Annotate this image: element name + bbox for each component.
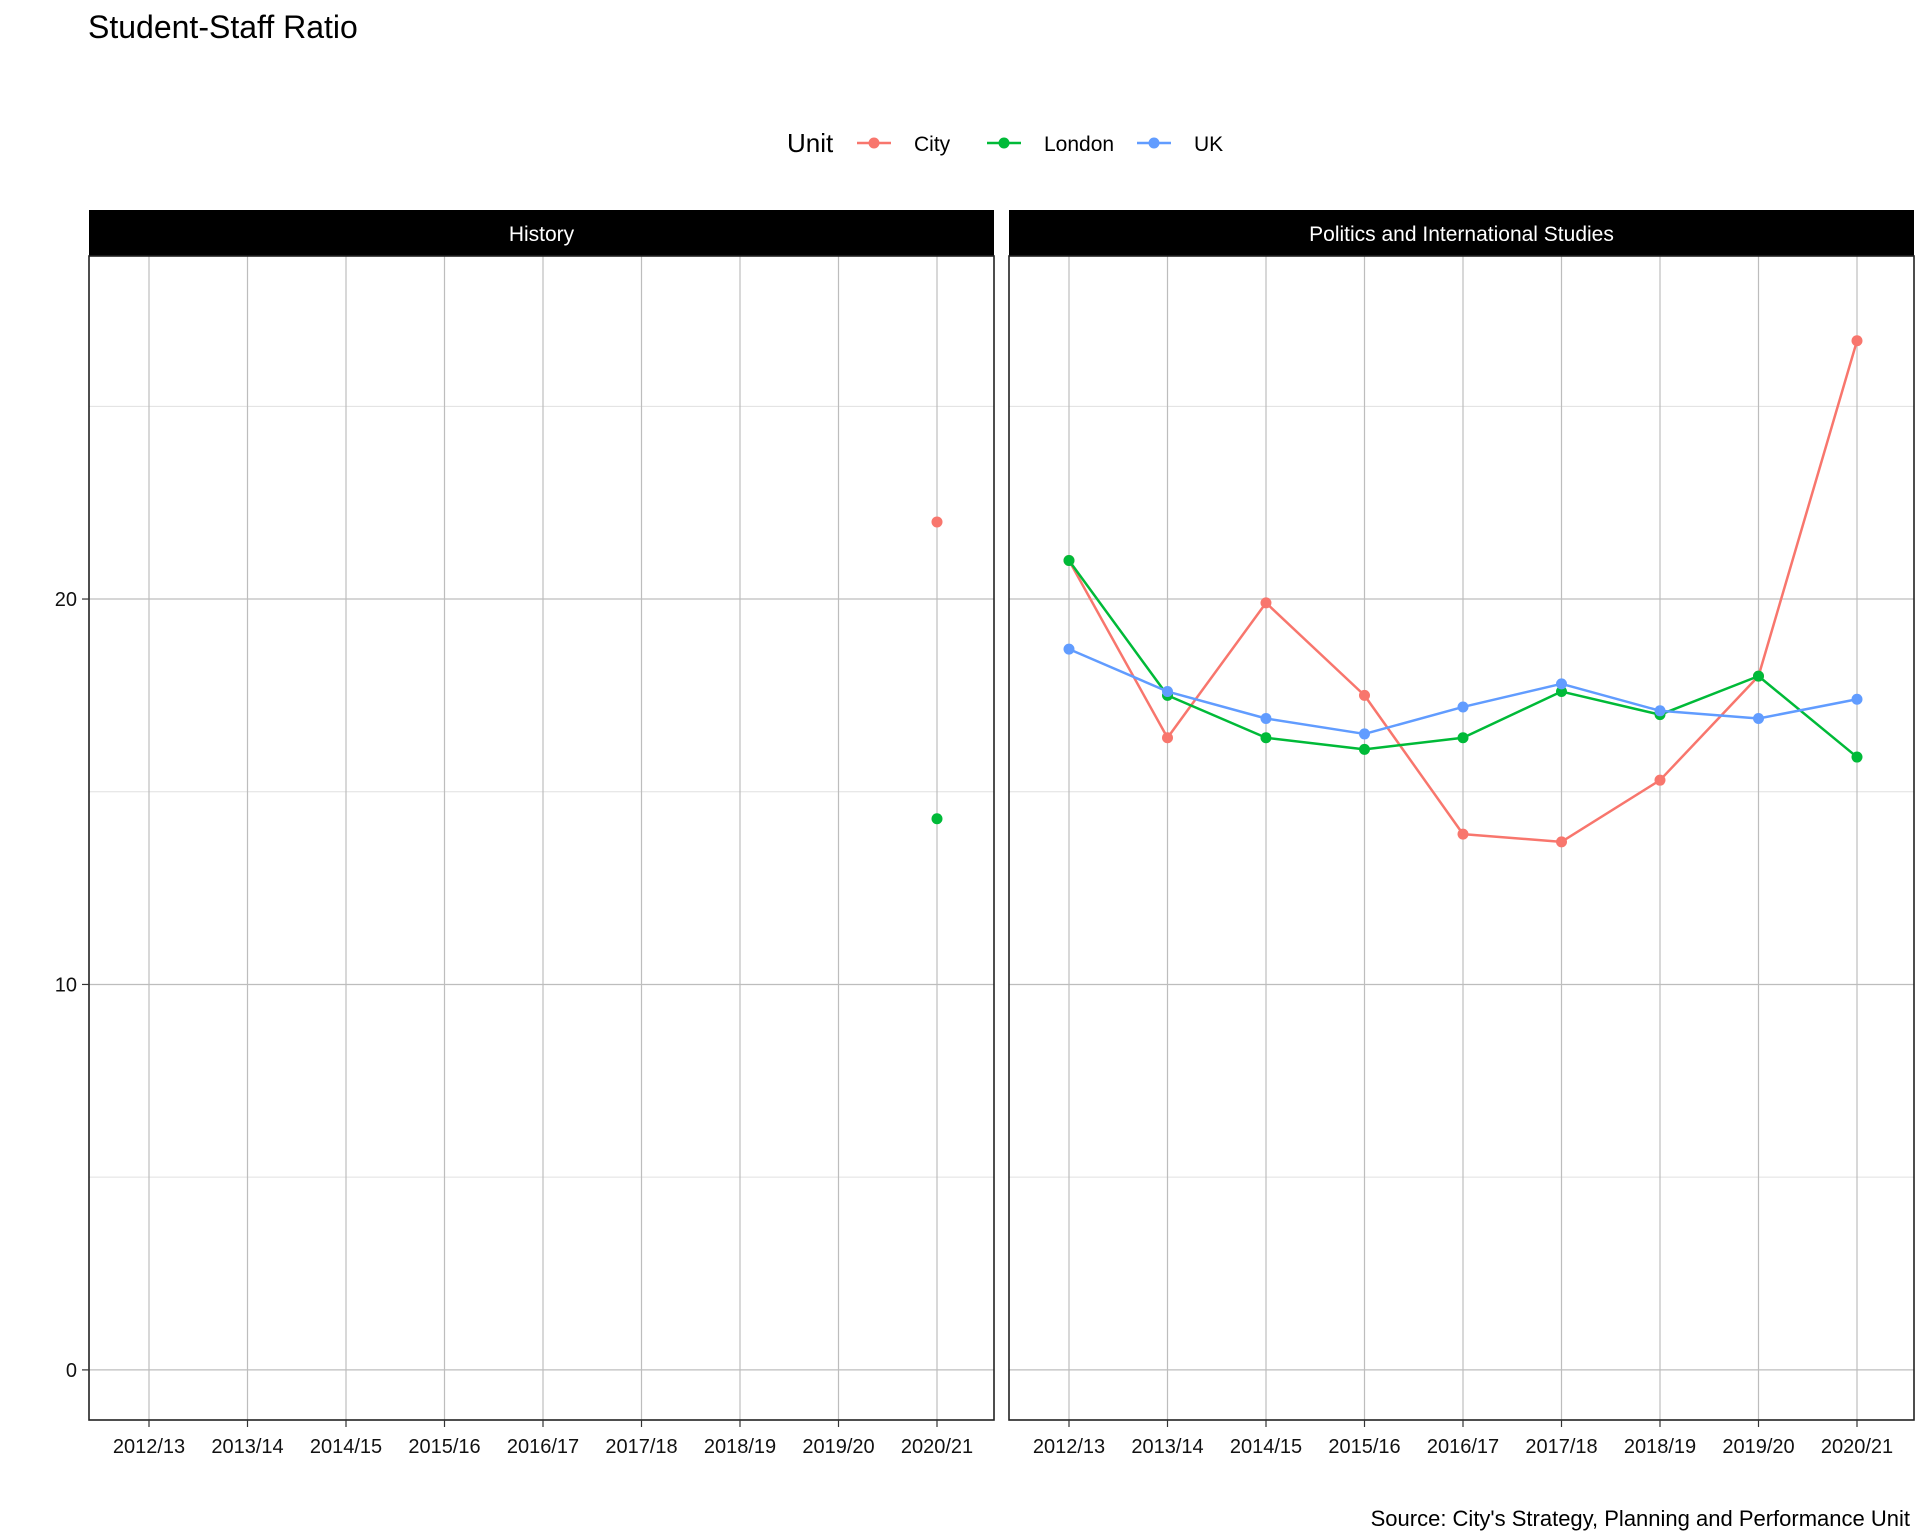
- data-point-city: [1260, 597, 1272, 609]
- data-point-london: [1851, 751, 1863, 763]
- legend-item-london: London: [987, 133, 1114, 156]
- y-tick-label: 0: [66, 1360, 77, 1382]
- data-point-uk: [1654, 705, 1666, 717]
- panel-strip-history: [89, 210, 994, 256]
- panel-strip-politics-and-international-studies: [1009, 210, 1914, 256]
- x-tick-label: 2014/15: [1230, 1436, 1302, 1458]
- x-tick-label: 2020/21: [901, 1436, 973, 1458]
- legend-item-uk: UK: [1137, 133, 1223, 156]
- x-tick-label: 2012/13: [113, 1436, 185, 1458]
- y-tick-label: 10: [55, 974, 77, 996]
- x-tick-label: 2017/18: [1525, 1436, 1597, 1458]
- panel-border-history: [88, 255, 995, 1421]
- x-tick-label: 2018/19: [1624, 1436, 1696, 1458]
- y-axis: 0 10 20: [55, 589, 89, 1382]
- x-tick-label: 2016/17: [1427, 1436, 1499, 1458]
- panel-title-history: History: [509, 223, 575, 246]
- x-tick-label: 2017/18: [605, 1436, 677, 1458]
- data-point-london: [1260, 732, 1272, 744]
- legend-key-point-london: [998, 137, 1010, 149]
- y-tick-label: 20: [55, 589, 77, 611]
- data-point-uk: [1851, 693, 1863, 705]
- x-tick-label: 2018/19: [704, 1436, 776, 1458]
- x-tick-label: 2012/13: [1033, 1436, 1105, 1458]
- data-point-city: [1162, 732, 1173, 744]
- legend-key-point-city: [868, 137, 880, 149]
- data-point-london: [1556, 686, 1567, 698]
- x-tick-label: 2020/21: [1821, 1436, 1893, 1458]
- panel-history: History 2012/13 2013/14 2014/15 2015/16 2016/…: [88, 210, 995, 1458]
- x-tick-label: 2014/15: [310, 1436, 382, 1458]
- data-point-city: [1654, 774, 1666, 786]
- data-point-london: [931, 813, 943, 825]
- panel-politics-and-international-studies: Politics and International Studies 2012/1…: [1008, 210, 1915, 1458]
- panel-border-politics-and-international-studies: [1008, 255, 1915, 1421]
- chart-panels: History 2012/13 2013/14 2014/15 2015/16 2016/…: [88, 210, 1915, 1458]
- legend-item-city: City: [857, 133, 951, 156]
- x-tick-label: 2015/16: [408, 1436, 480, 1458]
- data-point-city: [1556, 836, 1567, 848]
- data-point-city: [931, 516, 943, 528]
- data-point-uk: [1753, 713, 1764, 725]
- data-point-uk: [1162, 686, 1173, 698]
- series-london: [931, 813, 943, 825]
- legend-key-point-uk: [1148, 137, 1160, 149]
- series-uk: [1063, 643, 1863, 740]
- data-point-uk: [1556, 678, 1567, 690]
- legend-label-city: City: [914, 133, 951, 156]
- legend-title: Unit: [787, 128, 834, 158]
- legend-label-uk: UK: [1194, 133, 1223, 156]
- data-point-city: [1851, 335, 1863, 347]
- panel-title-politics-and-international-studies: Politics and International Studies: [1309, 223, 1614, 246]
- data-point-london: [1063, 554, 1075, 566]
- x-tick-label: 2016/17: [507, 1436, 579, 1458]
- series-london: [1063, 554, 1863, 763]
- x-tick-label: 2013/14: [211, 1436, 283, 1458]
- legend-label-london: London: [1044, 133, 1114, 156]
- data-point-uk: [1457, 701, 1469, 713]
- x-tick-label: 2019/20: [1722, 1436, 1794, 1458]
- data-point-uk: [1063, 643, 1075, 655]
- data-point-london: [1753, 670, 1764, 682]
- data-point-city: [1457, 828, 1469, 840]
- x-tick-label: 2015/16: [1328, 1436, 1400, 1458]
- series-city: [931, 516, 943, 528]
- chart-caption: Source: City's Strategy, Planning and Pe…: [1371, 1506, 1910, 1531]
- chart-title: Student-Staff Ratio: [88, 9, 358, 45]
- legend: Unit City London UK: [787, 128, 1223, 158]
- data-point-london: [1359, 743, 1370, 755]
- data-point-uk: [1359, 728, 1370, 740]
- x-tick-label: 2013/14: [1131, 1436, 1203, 1458]
- data-point-london: [1457, 732, 1469, 744]
- data-point-city: [1359, 689, 1370, 701]
- x-tick-label: 2019/20: [802, 1436, 874, 1458]
- data-point-uk: [1260, 713, 1272, 725]
